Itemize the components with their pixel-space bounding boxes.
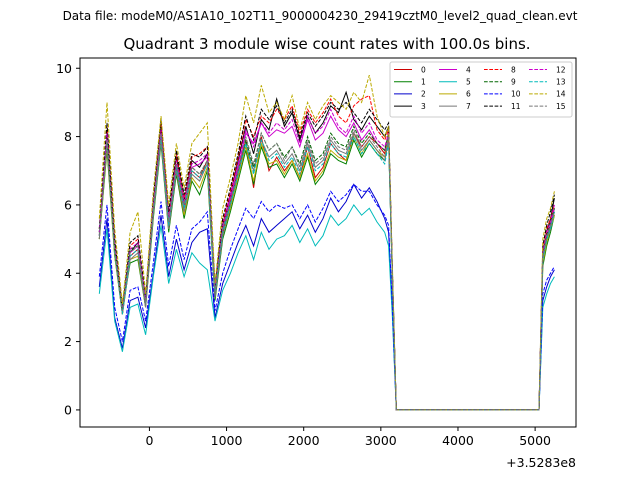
series-line-15 (98, 128, 555, 411)
legend-label-9: 9 (511, 78, 516, 87)
legend-label-4: 4 (466, 65, 471, 74)
legend-label-15: 15 (556, 102, 566, 111)
legend-label-8: 8 (511, 65, 516, 74)
legend-label-12: 12 (556, 65, 566, 74)
x-tick-label: 1000 (211, 433, 243, 448)
series-line-5 (98, 203, 555, 411)
legend-label-11: 11 (511, 102, 521, 111)
series-line-2 (98, 183, 555, 411)
x-tick-label: 5000 (519, 433, 551, 448)
legend-label-13: 13 (556, 78, 566, 87)
series-line-10 (98, 183, 555, 411)
y-axis: 0 2 4 6 8 10 (56, 61, 80, 417)
legend-label-6: 6 (466, 90, 471, 99)
legend-label-7: 7 (466, 102, 471, 111)
chart-title: Quadrant 3 module wise count rates with … (123, 35, 530, 53)
y-tick-label: 2 (64, 334, 72, 349)
chart-suptitle: Data file: modeM0/AS1A10_102T11_90000042… (63, 9, 578, 23)
plot-frame (79, 57, 577, 428)
series-line-4 (98, 114, 555, 411)
x-offset-label: +3.5283e8 (506, 455, 576, 470)
y-tick-label: 8 (64, 129, 72, 144)
legend-label-10: 10 (511, 90, 521, 99)
series-line-14 (98, 74, 555, 411)
series-layer (98, 74, 555, 411)
series-line-11 (98, 101, 555, 411)
legend-label-2: 2 (421, 90, 426, 99)
y-tick-label: 6 (64, 197, 72, 212)
y-tick-label: 4 (64, 266, 72, 281)
x-tick-label: 0 (145, 433, 153, 448)
y-tick-label: 0 (64, 402, 72, 417)
series-line-3 (98, 90, 555, 411)
y-tick-label: 10 (56, 61, 72, 76)
legend-label-1: 1 (421, 78, 426, 87)
x-tick-label: 2000 (288, 433, 320, 448)
legend-label-14: 14 (556, 90, 566, 99)
legend-label-3: 3 (421, 102, 426, 111)
x-tick-label: 4000 (442, 433, 474, 448)
legend-label-5: 5 (466, 78, 471, 87)
legend-label-0: 0 (421, 65, 426, 74)
x-tick-label: 3000 (365, 433, 397, 448)
legend-box (389, 61, 573, 118)
x-axis: 0 1000 2000 3000 4000 5000 (145, 427, 551, 448)
